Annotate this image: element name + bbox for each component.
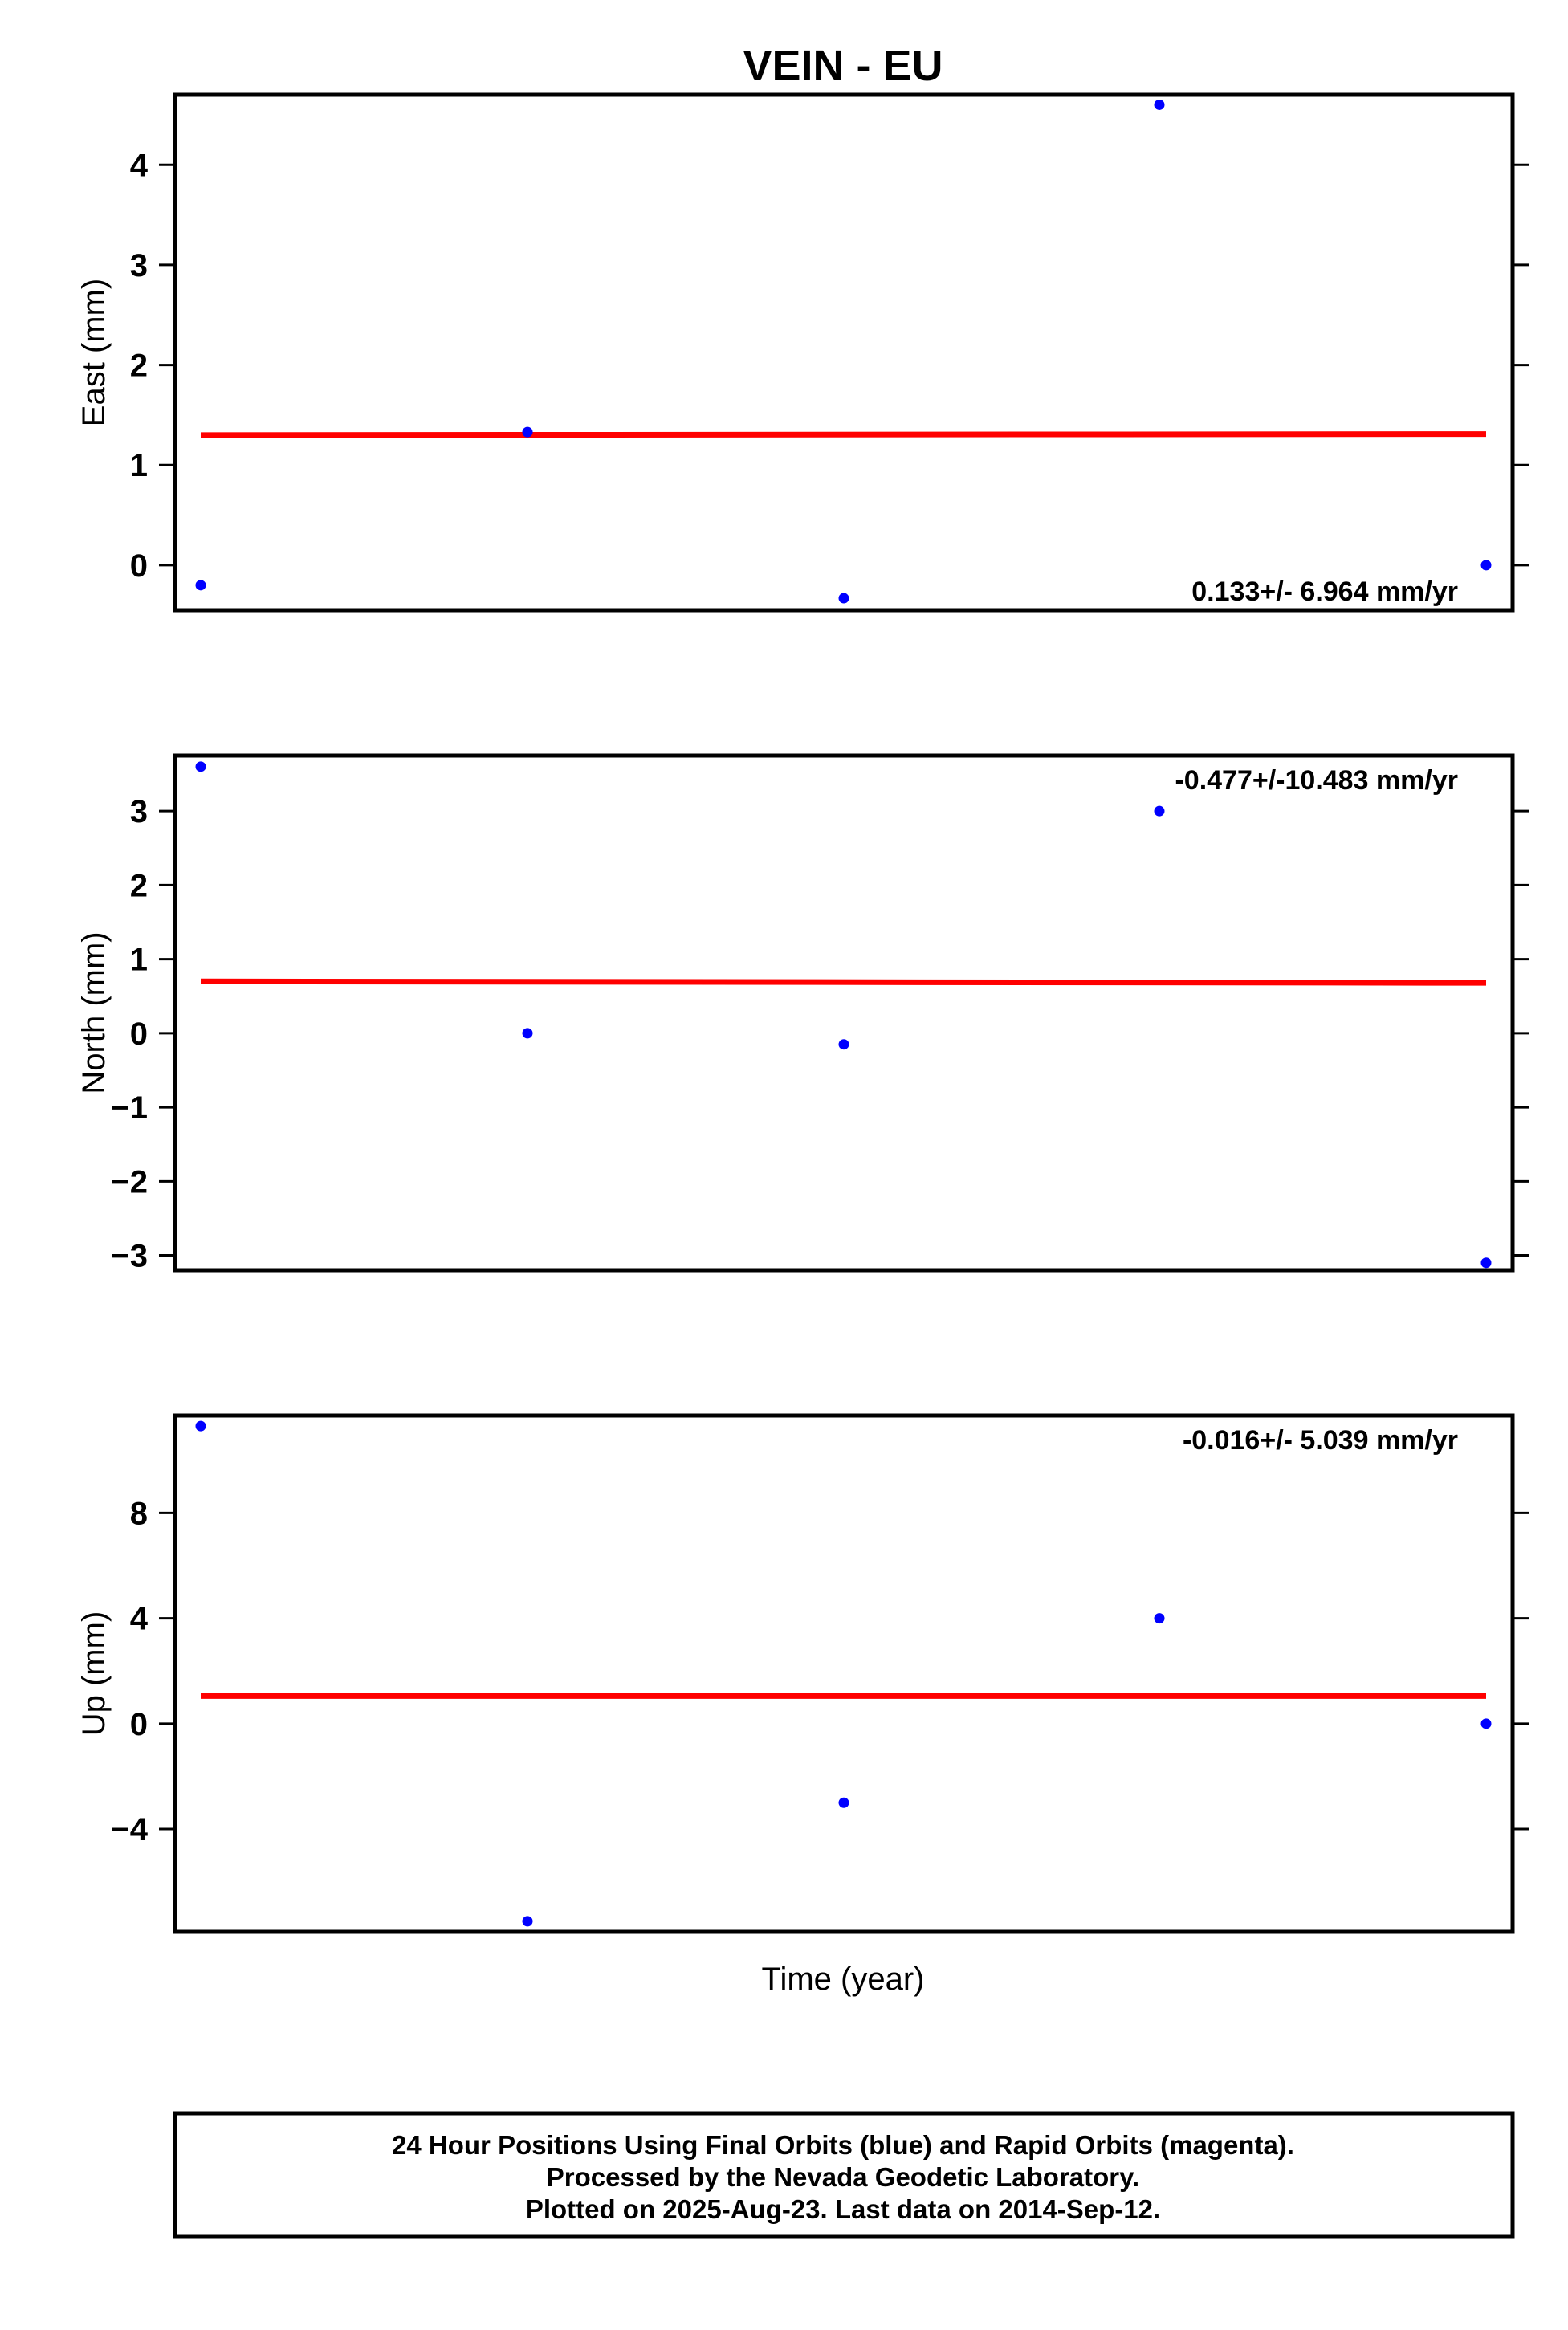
up-ytick-label: 8	[130, 1496, 148, 1531]
up-data-point	[838, 1797, 849, 1808]
up-data-point	[195, 1420, 206, 1432]
east-fit-line	[200, 431, 1487, 438]
north-ytick-label: 3	[130, 794, 148, 829]
north-ytick-label: 0	[130, 1016, 148, 1052]
east-ytick-label: 3	[130, 248, 148, 283]
north-ytick-label: −1	[111, 1090, 148, 1126]
up-rate-label: -0.016+/- 5.039 mm/yr	[1183, 1425, 1458, 1456]
east-data-point	[195, 580, 206, 591]
north-ytick-label: 2	[130, 868, 148, 903]
up-ytick-label: −4	[111, 1812, 148, 1847]
north-data-point	[1480, 1257, 1492, 1269]
east-ytick-label: 0	[130, 548, 148, 584]
north-fit-line	[200, 978, 1487, 986]
east-data-point	[1480, 560, 1492, 571]
footer-line-2: Processed by the Nevada Geodetic Laborat…	[547, 2162, 1139, 2192]
east-ytick-label: 2	[130, 348, 148, 384]
east-ytick-label: 1	[130, 448, 148, 483]
x-axis-label: Time (year)	[762, 1961, 925, 1997]
footer-line-3: Plotted on 2025-Aug-23. Last data on 201…	[526, 2194, 1160, 2224]
up-data-point	[1480, 1718, 1492, 1729]
north-ytick-label: −3	[111, 1239, 148, 1274]
chart-title: VEIN - EU	[743, 42, 943, 90]
north-frame	[173, 753, 1515, 1273]
north-panel: −3 −2 −1 0 1 2 3 North (mm) -0.477+/-10.483 mm/y…	[76, 753, 1529, 1274]
up-ytick-label: 4	[130, 1602, 149, 1637]
north-rate-label: -0.477+/-10.483 mm/yr	[1175, 765, 1458, 796]
north-ytick-label: −2	[111, 1164, 148, 1200]
north-y-axis-label: North (mm)	[76, 931, 112, 1094]
east-rate-label: 0.133+/- 6.964 mm/yr	[1191, 576, 1458, 607]
east-panel: 0 1 2 3 4 East (mm) 0.133+/- 6.964 mm/yr	[76, 92, 1529, 613]
up-data-point	[522, 1916, 533, 1927]
north-data-point	[1154, 805, 1165, 817]
up-frame	[173, 1413, 1515, 1934]
footer-line-1: 24 Hour Positions Using Final Orbits (bl…	[392, 2130, 1294, 2160]
north-data-point	[838, 1039, 849, 1050]
up-y-axis-label: Up (mm)	[76, 1611, 112, 1737]
east-data-point	[838, 593, 849, 604]
up-ytick-label: 0	[130, 1707, 148, 1742]
east-data-point	[522, 426, 533, 438]
north-data-point	[195, 761, 206, 772]
footer-box: 24 Hour Positions Using Final Orbits (bl…	[173, 2111, 1515, 2239]
north-data-point	[522, 1028, 533, 1039]
east-frame	[173, 92, 1515, 613]
north-ytick-label: 1	[130, 943, 148, 978]
east-data-point	[1154, 99, 1165, 110]
up-data-point	[1154, 1613, 1165, 1624]
east-ytick-label: 4	[130, 148, 149, 183]
up-panel: −4 0 4 8 Up (mm) -0.016+/- 5.039 mm/yr	[76, 1413, 1529, 1934]
east-y-axis-label: East (mm)	[76, 279, 112, 426]
